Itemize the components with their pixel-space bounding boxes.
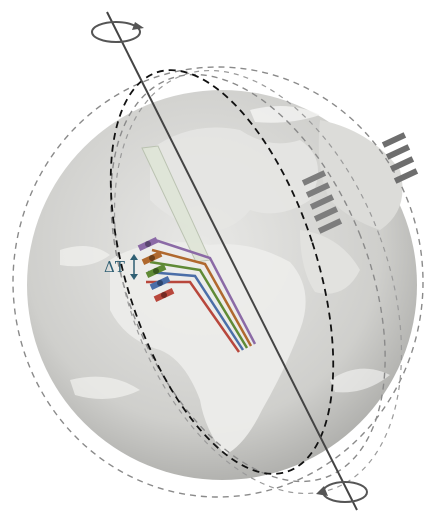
satellite-icon xyxy=(385,144,411,160)
satellite-icon xyxy=(305,182,331,198)
asia-landmass xyxy=(318,120,403,230)
rotation-axis xyxy=(106,11,358,511)
delta-t-arrow xyxy=(130,254,138,280)
satellite-icon xyxy=(389,156,415,172)
satellite-stack-gray-2 xyxy=(381,132,419,184)
satellite-icon xyxy=(137,237,159,251)
satellite-icon xyxy=(145,264,167,278)
earth-globe xyxy=(27,90,417,480)
satellite-icon xyxy=(381,132,407,148)
delta-t-label: ΔT xyxy=(104,258,125,276)
arabia-landmass xyxy=(300,230,360,294)
satellite-icon xyxy=(149,276,171,290)
rotation-arrow-icon xyxy=(91,21,144,43)
europe-landmass xyxy=(150,127,318,231)
satellite-icon xyxy=(309,194,335,210)
satellite-icon xyxy=(393,168,419,184)
orbit-gray-2 xyxy=(110,73,386,483)
satellite-stack-gray-1 xyxy=(301,170,343,234)
satellite-icon xyxy=(141,251,163,265)
satellite-icon xyxy=(317,218,343,234)
satellite-icon xyxy=(301,170,327,186)
orbit-gray-1 xyxy=(12,66,424,498)
satellite-icon xyxy=(153,288,175,302)
orbit-gray-3 xyxy=(113,69,403,495)
satellite-constellation-colored xyxy=(137,237,175,302)
satellite-icon xyxy=(313,206,339,222)
orbit-black xyxy=(109,69,335,475)
ground-tracks xyxy=(146,238,257,353)
rotation-arrow-icon xyxy=(316,481,368,503)
